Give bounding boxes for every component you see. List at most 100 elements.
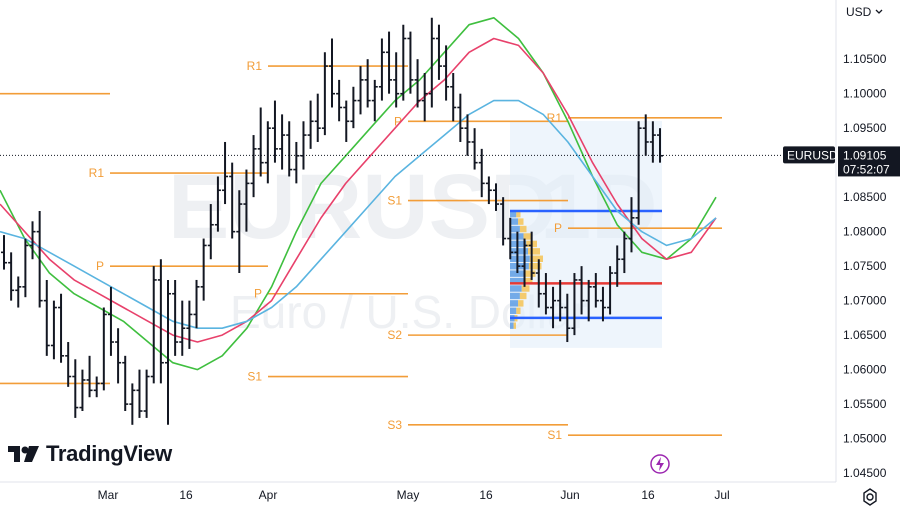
candle-22 (157, 259, 164, 384)
vp-bar-up-15 (510, 322, 514, 329)
candle-90 (642, 114, 649, 156)
candle-24 (172, 279, 179, 356)
pivot-label-6: S1 (247, 370, 262, 384)
candle-13 (93, 376, 100, 398)
price-axis-tick-10: 1.05000 (843, 432, 887, 446)
vp-bar-down-15 (513, 322, 516, 329)
price-axis-tick-5: 1.07500 (843, 259, 887, 273)
vp-bar-up-6 (510, 255, 530, 262)
candle-54 (386, 31, 393, 94)
vp-bar-down-12 (518, 300, 524, 307)
candle-61 (435, 24, 442, 80)
candle-21 (150, 266, 157, 384)
price-axis-tick-4: 1.08000 (843, 225, 887, 239)
price-badge-value: 1.09105 (843, 148, 887, 162)
candle-14 (100, 307, 107, 391)
candle-69 (493, 183, 499, 211)
candle-76 (542, 273, 549, 315)
vp-bar-down-13 (516, 307, 521, 315)
vp-bar-down-11 (519, 292, 527, 300)
candle-19 (136, 369, 143, 418)
candle-82 (585, 279, 592, 322)
candle-6 (43, 279, 50, 356)
candle-83 (592, 273, 599, 308)
moving-averages (0, 16, 717, 371)
candle-35 (250, 135, 257, 198)
vp-bar-up-13 (510, 307, 517, 315)
vp-bar-up-0 (510, 210, 517, 218)
currency-selector[interactable]: USD (846, 5, 883, 19)
candle-25 (179, 300, 186, 356)
candle-3 (22, 238, 29, 298)
price-axis-tick-8: 1.06000 (843, 363, 887, 377)
candle-8 (58, 293, 65, 363)
vp-bar-up-5 (510, 248, 528, 255)
candle-15 (107, 286, 114, 356)
vp-bar-up-9 (510, 277, 524, 285)
time-axis-tick-0: Mar (98, 488, 119, 502)
candle-7 (50, 300, 57, 360)
moving-average-2 (0, 99, 717, 330)
pivot-label-13: S1 (547, 428, 562, 442)
price-axis[interactable]: 1.10500 1.10000 1.09500 1.08500 1.08000 1.075… (843, 52, 887, 480)
moving-average-0 (0, 16, 717, 371)
chevron-down-icon (875, 9, 883, 14)
candle-31 (222, 141, 229, 205)
pivot-label-7: S1 (387, 194, 402, 208)
candle-65 (464, 114, 471, 156)
pivot-label-1: R1 (89, 166, 105, 180)
pivot-label-5: P (254, 287, 262, 301)
gear-icon[interactable] (860, 487, 880, 507)
candle-51 (364, 59, 371, 108)
candle-57 (407, 31, 414, 94)
vp-bar-down-2 (519, 225, 527, 233)
candle-81 (578, 266, 585, 315)
candle-17 (122, 355, 129, 412)
candle-47 (336, 79, 343, 122)
candle-11 (79, 369, 86, 412)
candle-64 (457, 93, 464, 142)
candle-39 (279, 114, 286, 170)
candle-48 (343, 100, 350, 142)
time-axis[interactable]: Mar 16 Apr May 16 Jun 16 Jul (98, 488, 730, 502)
vp-bar-down-7 (528, 262, 542, 270)
vp-bar-up-10 (510, 285, 522, 292)
vp-bar-down-6 (529, 255, 543, 262)
candle-74 (528, 231, 535, 280)
candle-87 (621, 231, 628, 274)
vp-bar-up-12 (510, 300, 519, 307)
candle-18 (129, 383, 136, 425)
time-axis-tick-3: May (397, 488, 420, 502)
price-axis-tick-7: 1.06500 (843, 328, 887, 342)
candle-4 (29, 221, 36, 260)
time-axis-tick-6: 16 (641, 488, 655, 502)
brand-logo[interactable]: TradingView (8, 441, 172, 467)
candle-12 (86, 355, 93, 398)
candle-36 (257, 107, 264, 177)
price-badge (838, 146, 900, 177)
time-axis-tick-7: Jul (714, 488, 729, 502)
time-axis-tick-1: 16 (179, 488, 193, 502)
moving-average-1 (0, 37, 717, 343)
candle-72 (514, 231, 521, 274)
candle-68 (485, 176, 492, 205)
lightning-icon[interactable] (650, 453, 670, 475)
value-area (510, 120, 662, 348)
candle-52 (371, 79, 378, 122)
candle-86 (614, 245, 621, 287)
candle-49 (350, 86, 357, 129)
candle-1 (8, 252, 15, 301)
candle-75 (535, 259, 542, 308)
candle-16 (115, 328, 122, 384)
volume-profile (510, 120, 662, 348)
price-badge-countdown: 07:52:07 (843, 162, 890, 176)
candle-20 (143, 369, 150, 418)
candle-91 (649, 121, 656, 163)
vp-bar-down-8 (525, 270, 536, 277)
candle-78 (557, 279, 564, 322)
price-axis-tick-0: 1.10500 (843, 52, 887, 66)
candle-2 (15, 276, 22, 308)
candle-10 (72, 359, 79, 418)
time-axis-tick-4: 16 (479, 488, 493, 502)
